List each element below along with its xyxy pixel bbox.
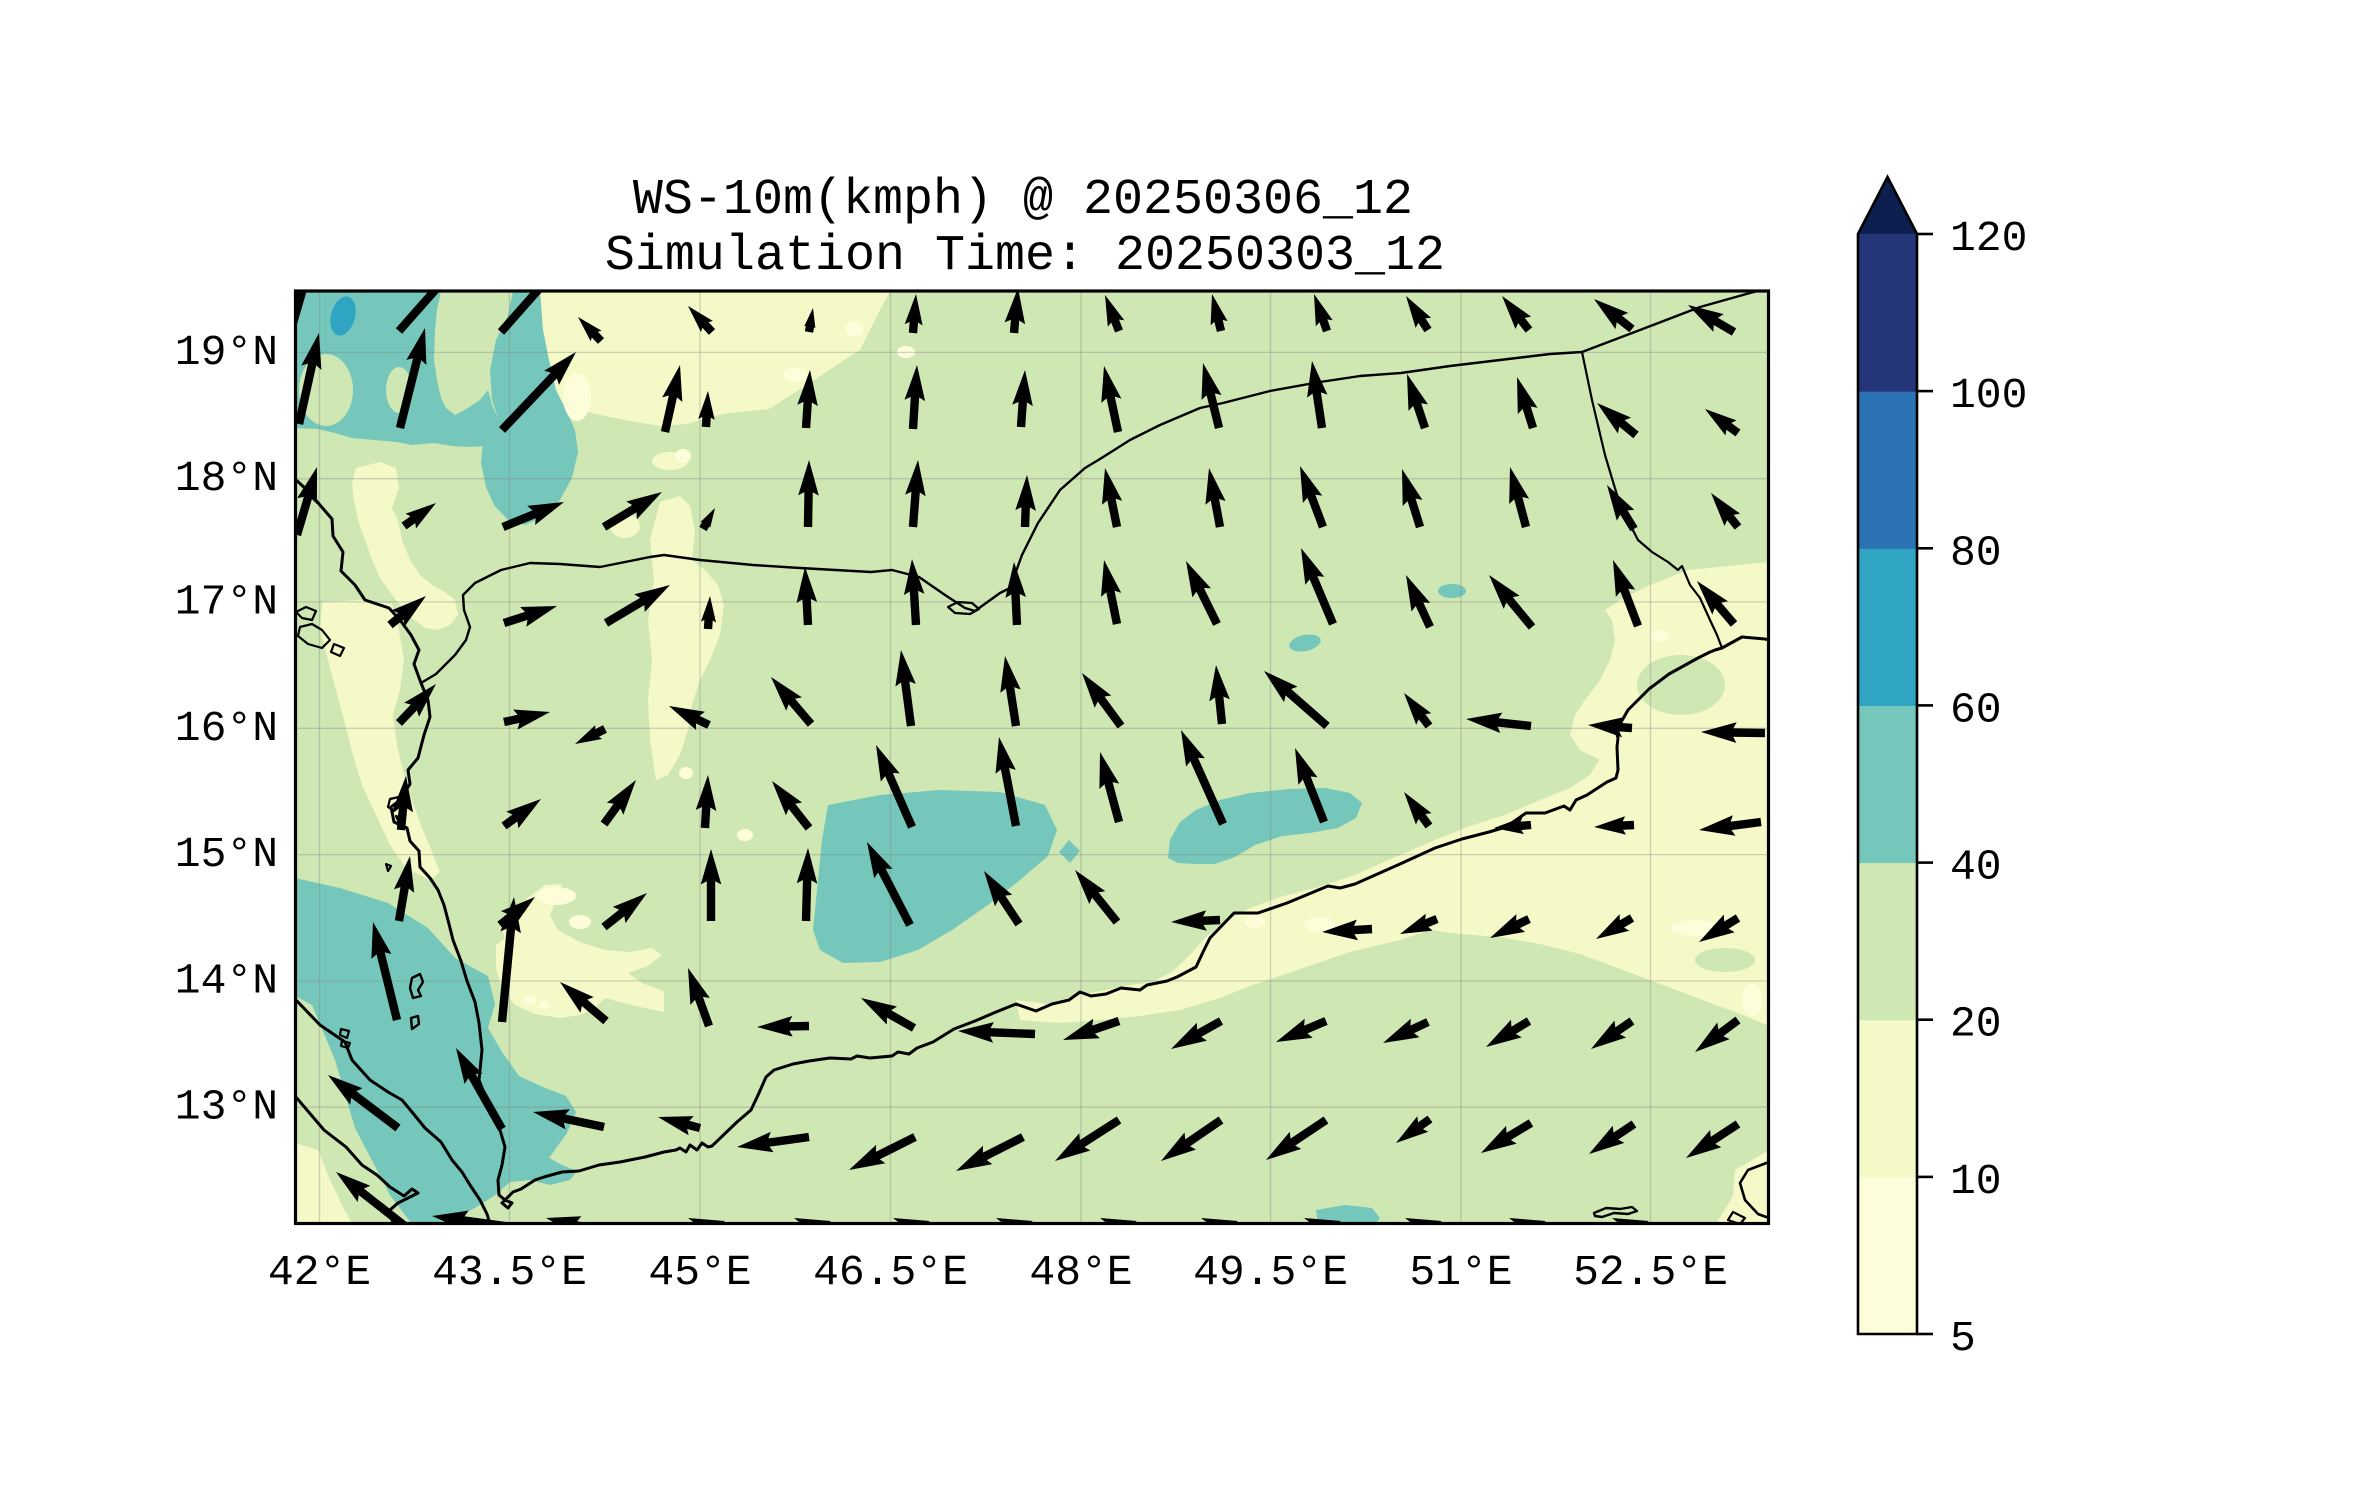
svg-text:100: 100 bbox=[1950, 371, 2027, 420]
svg-text:14°N: 14°N bbox=[175, 956, 278, 1005]
svg-text:51°E: 51°E bbox=[1409, 1248, 1512, 1297]
svg-text:Simulation Time: 20250303_12: Simulation Time: 20250303_12 bbox=[605, 228, 1445, 285]
svg-text:10: 10 bbox=[1950, 1157, 2002, 1206]
svg-text:20: 20 bbox=[1950, 1000, 2002, 1049]
svg-text:48°E: 48°E bbox=[1029, 1248, 1132, 1297]
svg-text:45°E: 45°E bbox=[648, 1248, 751, 1297]
svg-text:40: 40 bbox=[1950, 843, 2002, 892]
svg-text:43.5°E: 43.5°E bbox=[432, 1248, 587, 1297]
svg-text:80: 80 bbox=[1950, 528, 2002, 577]
svg-text:18°N: 18°N bbox=[175, 454, 278, 503]
svg-text:17°N: 17°N bbox=[175, 577, 278, 626]
svg-text:19°N: 19°N bbox=[175, 328, 278, 377]
svg-text:120: 120 bbox=[1950, 214, 2027, 263]
svg-text:60: 60 bbox=[1950, 685, 2002, 734]
svg-text:WS-10m(kmph) @ 20250306_12: WS-10m(kmph) @ 20250306_12 bbox=[633, 172, 1413, 229]
svg-text:13°N: 13°N bbox=[175, 1083, 278, 1132]
svg-text:15°N: 15°N bbox=[175, 830, 278, 879]
svg-text:5: 5 bbox=[1950, 1314, 1976, 1363]
svg-text:42°E: 42°E bbox=[268, 1248, 371, 1297]
svg-text:46.5°E: 46.5°E bbox=[813, 1248, 968, 1297]
svg-text:16°N: 16°N bbox=[175, 704, 278, 753]
svg-text:52.5°E: 52.5°E bbox=[1573, 1248, 1728, 1297]
svg-text:49.5°E: 49.5°E bbox=[1193, 1248, 1348, 1297]
